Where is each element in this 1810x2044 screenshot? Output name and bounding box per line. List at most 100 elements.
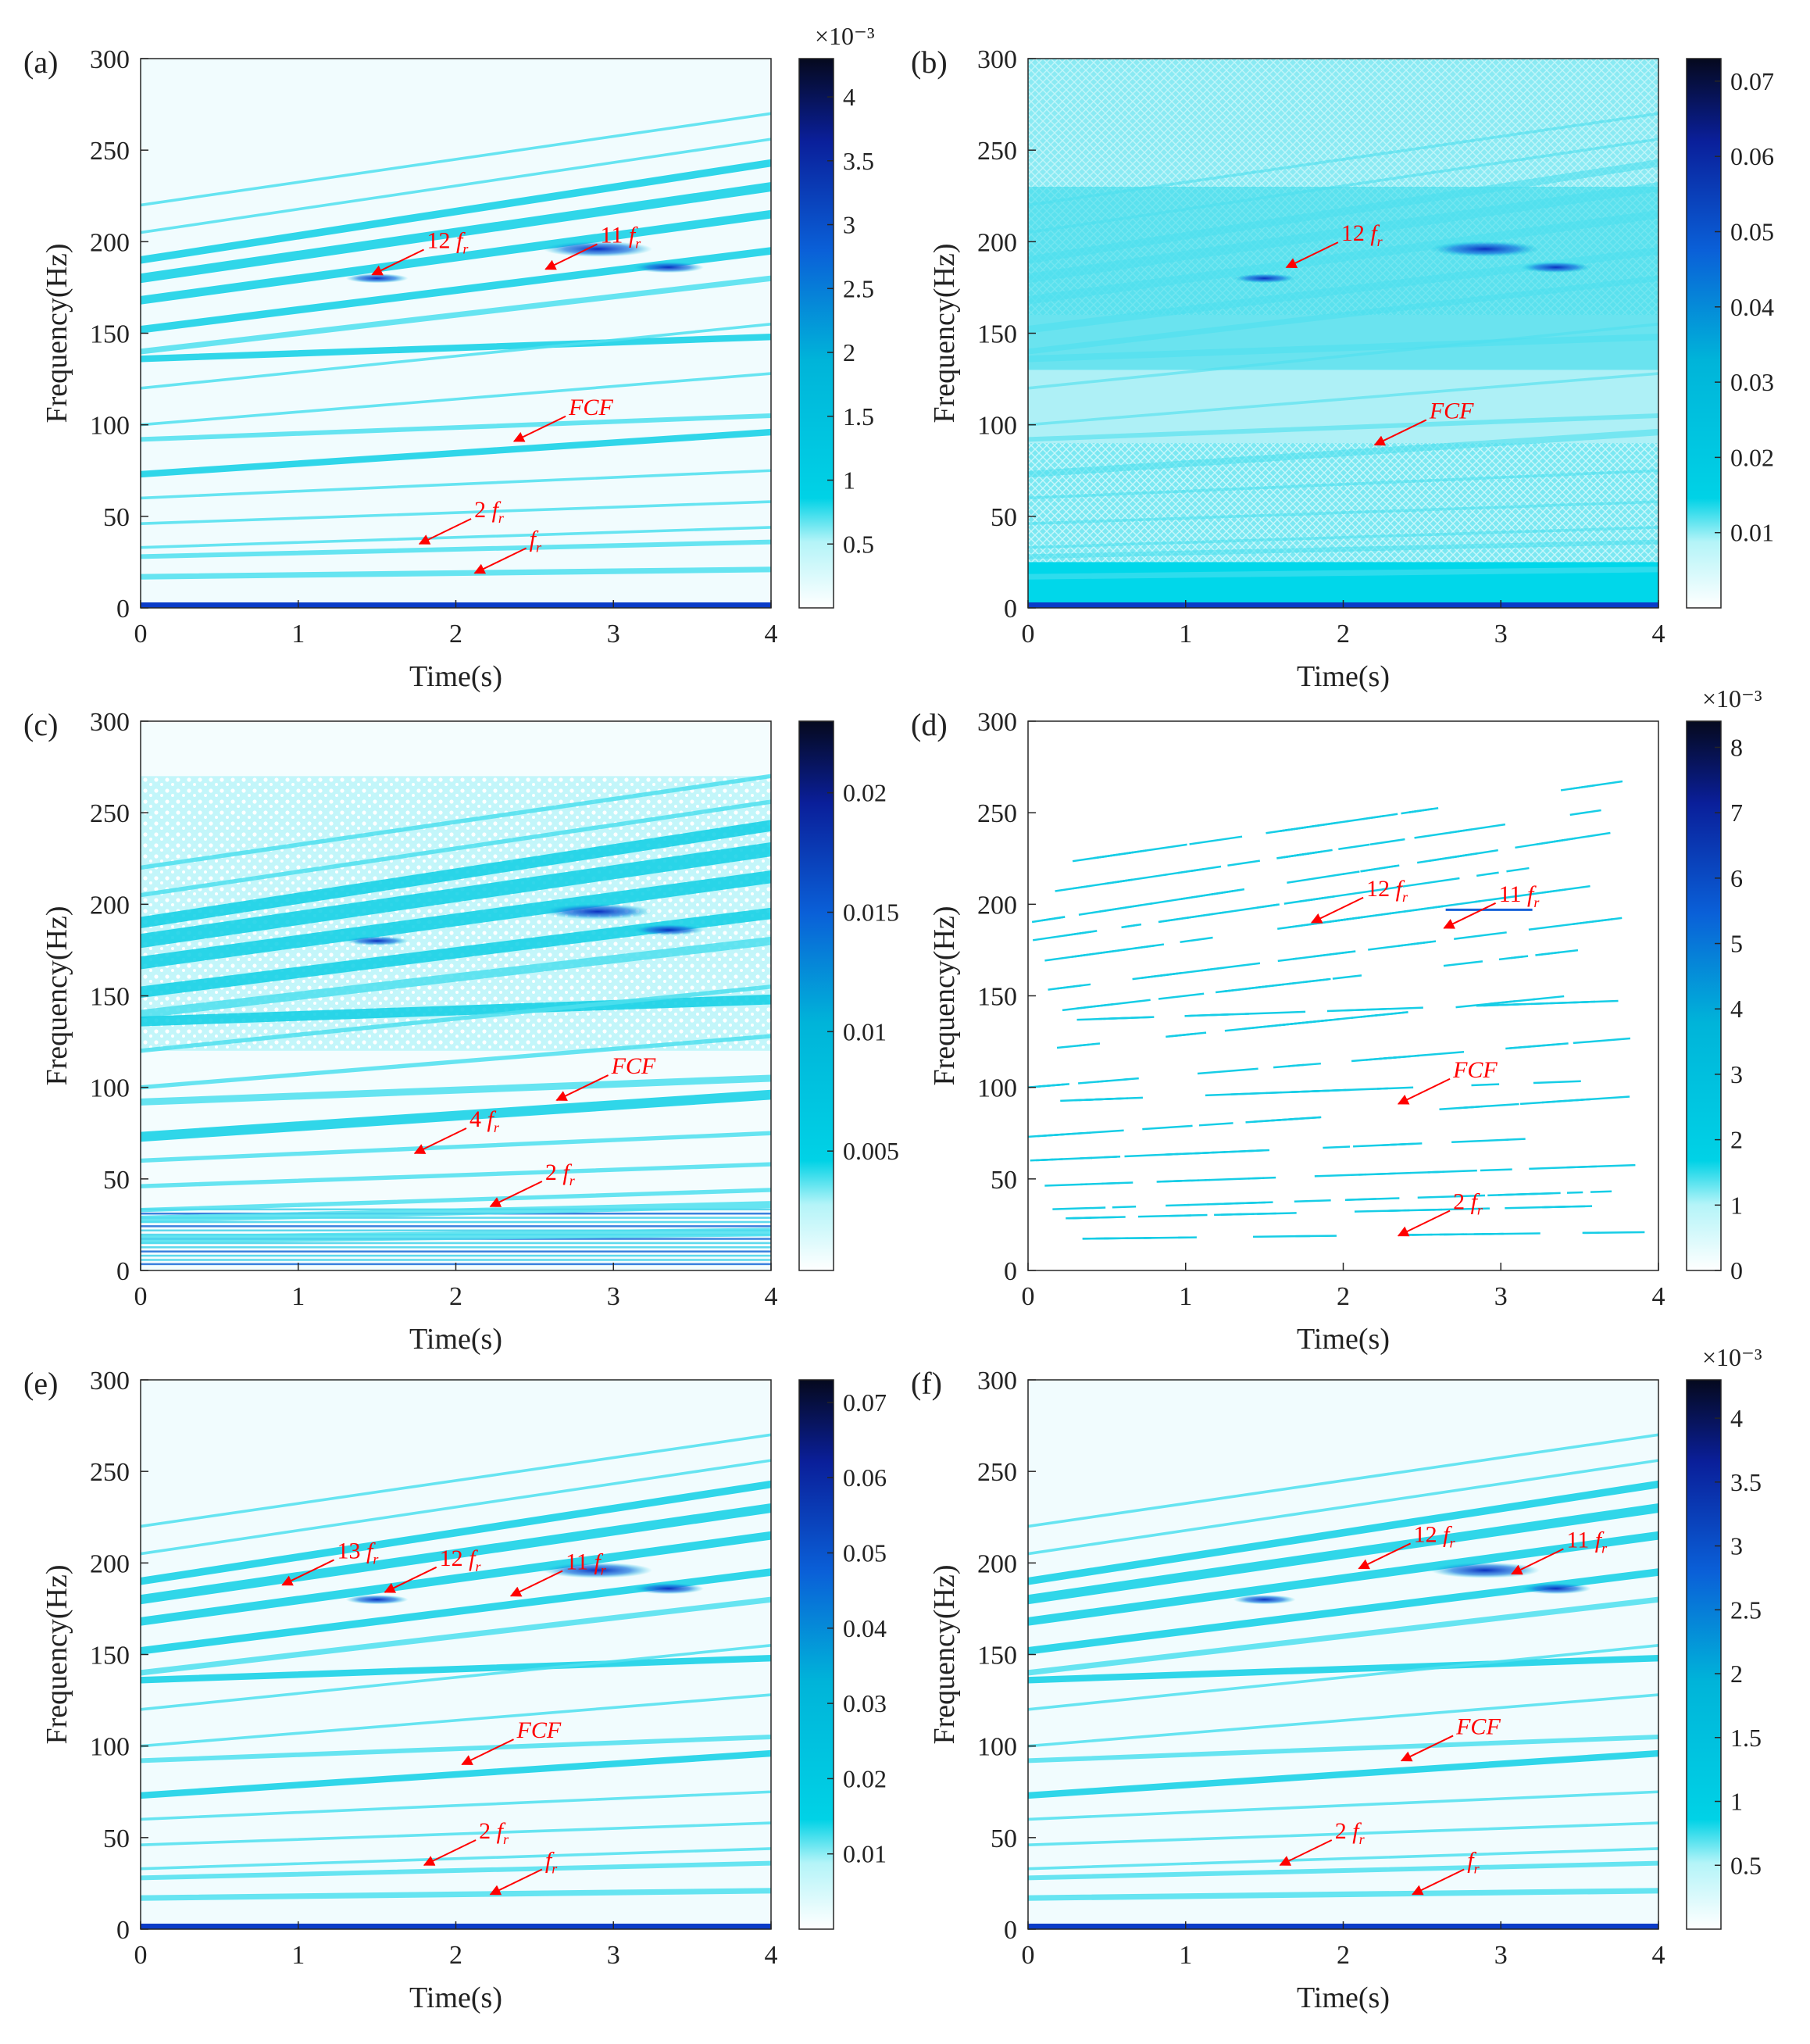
ridge-fragment bbox=[1332, 974, 1362, 980]
ridge-fragment bbox=[1573, 999, 1619, 1004]
y-tick-label: 300 bbox=[90, 708, 130, 737]
ridge-fragment bbox=[1572, 918, 1613, 926]
annotation-arrow bbox=[1310, 896, 1364, 924]
y-tick-label: 0 bbox=[116, 1257, 130, 1286]
ridge-fragment bbox=[1366, 1056, 1389, 1061]
ridge-fragment bbox=[1232, 1201, 1261, 1205]
ridge-fragment bbox=[1179, 888, 1241, 901]
noise-stripe bbox=[141, 1220, 771, 1224]
annotation-arrow bbox=[461, 1738, 514, 1765]
ridge-fragment bbox=[1104, 1156, 1121, 1159]
panel-a: 0 1 2 3 4 0 50 100 150 200 250 300 Time(s) Frequency(… bbox=[23, 22, 875, 693]
harmonic-ridge bbox=[141, 209, 771, 305]
harmonic-ridge bbox=[1028, 112, 1658, 207]
ridge-fragment bbox=[1201, 962, 1261, 972]
annotation-label: 13 fr bbox=[337, 1538, 380, 1567]
ridge-fragment bbox=[1096, 944, 1155, 955]
intensity-spot bbox=[633, 1583, 704, 1595]
annotation-arrow bbox=[371, 248, 424, 276]
colorbar-tick-label: 3.5 bbox=[1730, 1468, 1762, 1496]
ridge-fragment bbox=[1412, 940, 1437, 945]
ridge-fragment bbox=[1105, 878, 1132, 885]
y-tick-label: 150 bbox=[977, 320, 1017, 349]
ridge-fragment bbox=[1432, 1207, 1490, 1211]
ridge-fragment bbox=[1569, 809, 1601, 817]
ridge-fragment bbox=[1510, 955, 1529, 959]
annotation-label: 11 fr bbox=[1566, 1527, 1608, 1556]
annotation-arrow bbox=[512, 415, 566, 442]
panel-e: 0 1 2 3 4 0 50 100 150 200 250 300 Time(s) Frequency(… bbox=[23, 1366, 887, 2014]
x-tick-label: 0 bbox=[1022, 1282, 1035, 1311]
x-tick-label: 4 bbox=[765, 1282, 778, 1311]
harmonic-ridge bbox=[141, 1162, 771, 1188]
harmonic-ridge bbox=[141, 413, 771, 442]
x-axis-label: Time(s) bbox=[409, 1323, 502, 1356]
colorbar-tick-label: 4 bbox=[843, 83, 855, 111]
ridge-fragment bbox=[1505, 1138, 1526, 1142]
x-tick-label: 1 bbox=[291, 1282, 305, 1311]
ridge-fragment bbox=[1280, 826, 1308, 832]
harmonic-ridge bbox=[1028, 469, 1658, 500]
ridge-fragment bbox=[1532, 995, 1565, 1001]
colorbar-tick-label: 0.05 bbox=[843, 1538, 887, 1567]
ridge-fragment bbox=[1245, 1117, 1299, 1124]
ridge-fragment bbox=[1205, 1177, 1265, 1181]
panel-d: 0 1 2 3 4050100150200250300Time(s)Frequency(… bbox=[911, 684, 1762, 1356]
ridge-fragment bbox=[1529, 1166, 1576, 1170]
annotation-label: 11 fr bbox=[566, 1549, 607, 1578]
colorbar-tick-label: 3.5 bbox=[843, 147, 874, 175]
harmonic-ridge bbox=[141, 182, 771, 284]
x-tick-label: 4 bbox=[1652, 620, 1665, 649]
annotation-label: FCF bbox=[568, 395, 613, 420]
x-tick-label: 3 bbox=[607, 1282, 620, 1311]
colorbar bbox=[798, 720, 834, 1271]
y-axis-label: Frequency(Hz) bbox=[928, 243, 961, 423]
intensity-spot bbox=[543, 1562, 653, 1578]
harmonic-ridge bbox=[141, 1480, 771, 1585]
ridge-fragment bbox=[1449, 828, 1472, 834]
harmonic-ridge bbox=[1028, 526, 1658, 549]
ridge-fragment bbox=[1180, 936, 1213, 943]
x-axis-label: Time(s) bbox=[409, 1981, 502, 2014]
annotation-arrow bbox=[1358, 1542, 1412, 1570]
annotation-arrow bbox=[555, 1074, 609, 1101]
x-tick-label: 3 bbox=[607, 620, 620, 649]
colorbar-exponent: ×10⁻³ bbox=[815, 22, 875, 50]
ridge-fragment bbox=[1294, 1199, 1331, 1203]
annotation-arrow bbox=[544, 243, 598, 270]
ridge-fragment bbox=[1354, 1209, 1406, 1213]
intensity-spot bbox=[1233, 273, 1296, 284]
ridge-fragment bbox=[1360, 1011, 1408, 1018]
harmonic-ridge bbox=[141, 526, 771, 549]
y-tick-label: 200 bbox=[977, 891, 1017, 920]
annotation-arrow bbox=[1279, 1839, 1333, 1866]
ridge-fragment bbox=[1334, 1017, 1353, 1021]
ridge-fragment bbox=[1121, 924, 1137, 929]
x-tick-label: 1 bbox=[291, 1941, 305, 1970]
colorbar-tick-label: 2.5 bbox=[843, 274, 874, 302]
ridge-fragment bbox=[1101, 1181, 1133, 1185]
harmonic-ridge bbox=[141, 1089, 771, 1142]
ridge-fragment bbox=[1055, 884, 1091, 892]
y-tick-label: 250 bbox=[90, 799, 130, 828]
ridge-fragment bbox=[1052, 1206, 1106, 1210]
ridge-fragment bbox=[1098, 1017, 1133, 1020]
colorbar bbox=[1686, 58, 1722, 609]
annotation-arrow bbox=[509, 1570, 563, 1597]
y-tick-label: 100 bbox=[90, 412, 130, 441]
harmonic-ridge bbox=[141, 842, 771, 949]
annotation-label: 12 fr bbox=[1414, 1521, 1456, 1550]
ridge-fragment bbox=[1032, 931, 1085, 942]
ridge-fragment bbox=[1273, 1062, 1321, 1069]
panel-c: 0 1 2 3 4 0 50 100 150 200 250 300 Time(s) Frequency(… bbox=[23, 707, 899, 1356]
colorbar-tick-label: 0.06 bbox=[843, 1463, 887, 1492]
x-tick-label: 2 bbox=[449, 1941, 462, 1970]
ridge-fragment bbox=[1487, 1232, 1540, 1235]
harmonic-ridge bbox=[141, 372, 771, 427]
ridge-fragment bbox=[1198, 1122, 1233, 1127]
ridge-fragment bbox=[1287, 977, 1330, 985]
ridge-fragment bbox=[1088, 1097, 1129, 1101]
harmonic-ridge bbox=[1028, 1459, 1658, 1556]
harmonic-ridge bbox=[1028, 372, 1658, 427]
spectrogram-image bbox=[1028, 59, 1658, 608]
